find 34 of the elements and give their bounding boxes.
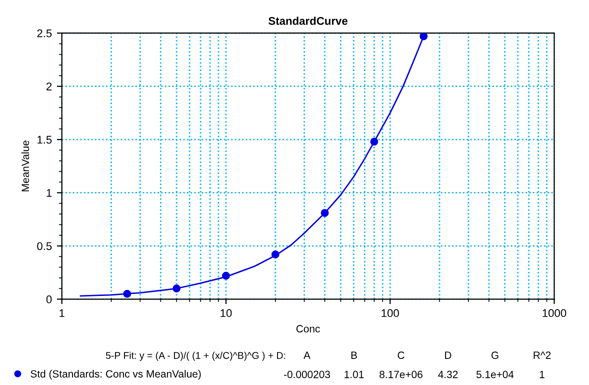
point bbox=[420, 33, 428, 40]
x-tick-label: 1 bbox=[60, 309, 64, 317]
text: G bbox=[491, 352, 498, 359]
text: C bbox=[398, 352, 404, 359]
text: 4.32 bbox=[438, 370, 458, 378]
text: 5.1e+04 bbox=[476, 370, 514, 378]
point bbox=[320, 209, 329, 217]
text: 1.01 bbox=[344, 370, 364, 378]
text: 8.17e+06 bbox=[380, 370, 422, 378]
x-tick-label: 10 bbox=[220, 309, 232, 318]
chart-title: StandardCurve bbox=[268, 16, 348, 25]
y-tick-label: 0 bbox=[46, 295, 52, 304]
text: R^2 bbox=[534, 352, 551, 359]
y-axis-title: MeanValue bbox=[21, 140, 30, 192]
text: -0.000203 bbox=[284, 370, 330, 378]
text: 5-P Fit: y = (A - D)/( (1 + (x/C)^B)^G ) + D: bbox=[106, 352, 286, 361]
text: A bbox=[304, 352, 310, 359]
x-axis-title: Conc bbox=[296, 325, 320, 332]
x-tick-label: 1000 bbox=[542, 309, 566, 318]
y-tick-label: 2 bbox=[46, 82, 52, 90]
x-tick-label: 100 bbox=[382, 309, 399, 318]
y-tick-label: 1.5 bbox=[38, 136, 52, 144]
y-tick-label: 0.5 bbox=[37, 242, 52, 250]
legend-label: Std (Standards: Conc vs MeanValue) bbox=[30, 370, 201, 380]
text: D bbox=[445, 352, 452, 359]
point bbox=[123, 290, 132, 298]
y-tick-label: 2.5 bbox=[37, 29, 52, 38]
text: 1 bbox=[540, 370, 544, 378]
point bbox=[172, 284, 181, 292]
point bbox=[271, 250, 280, 258]
point bbox=[370, 138, 378, 146]
point bbox=[222, 272, 230, 280]
text: B bbox=[351, 352, 357, 359]
y-tick-label: 1 bbox=[46, 189, 52, 197]
